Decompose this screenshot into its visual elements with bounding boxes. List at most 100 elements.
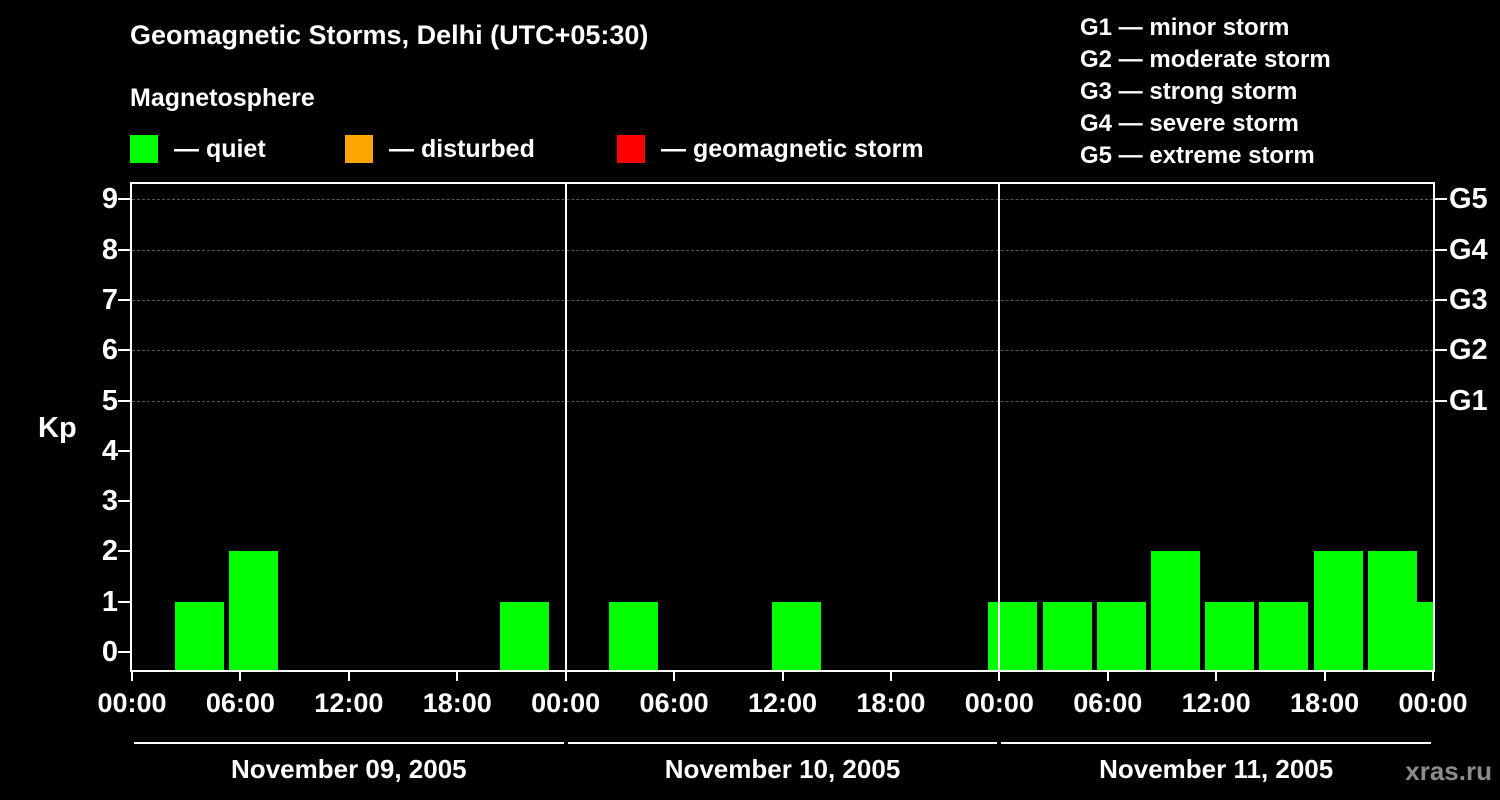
day-bracket <box>1001 742 1431 744</box>
kp-bar <box>500 601 550 670</box>
xtick-mark <box>1432 672 1434 681</box>
ytick-label-1: 1 <box>101 585 118 618</box>
quiet-label: — quiet <box>174 134 266 163</box>
xtick-mark <box>781 672 784 681</box>
g-label-g5: G5 <box>1449 183 1488 216</box>
g3-legend-line: G3 — strong storm <box>1080 78 1298 105</box>
xtick-label: 00:00 <box>964 688 1034 718</box>
kp-bar <box>1096 601 1146 670</box>
g-tick-mark <box>1435 298 1447 301</box>
xtick-label: 06:00 <box>639 688 709 718</box>
xtick-mark <box>889 672 892 681</box>
kp-bar <box>1150 551 1200 670</box>
ytick-label-4: 4 <box>101 434 118 467</box>
page-title: Geomagnetic Storms, Delhi (UTC+05:30) <box>130 20 649 50</box>
xtick-mark <box>347 672 350 681</box>
ytick-label-2: 2 <box>101 535 118 568</box>
y-axis-title: Kp <box>38 412 77 444</box>
ytick-label-5: 5 <box>101 384 118 417</box>
magnetosphere-label: Magnetosphere <box>130 84 315 112</box>
ytick-mark <box>118 651 130 653</box>
day-bracket <box>567 742 998 744</box>
g-tick-mark <box>1435 198 1447 201</box>
gridline-kp8 <box>132 249 1433 251</box>
g1-legend-line: G1 — minor storm <box>1080 14 1290 41</box>
xtick-label: 12:00 <box>747 688 818 718</box>
g-tick-mark <box>1435 399 1447 402</box>
xtick-mark <box>239 672 242 681</box>
ytick-mark <box>118 600 130 603</box>
date-label: November 11, 2005 <box>1099 754 1334 784</box>
kp-bar <box>1313 551 1363 670</box>
kp-bar <box>1259 601 1309 670</box>
ytick-label-8: 8 <box>101 233 118 266</box>
storm-label: — geomagnetic storm <box>661 134 924 163</box>
g-label-g2: G2 <box>1449 334 1488 367</box>
watermark: xras.ru <box>1405 756 1492 786</box>
date-label: November 10, 2005 <box>664 754 901 784</box>
g-label-g4: G4 <box>1449 233 1488 266</box>
gridline-kp6 <box>132 350 1433 352</box>
ytick-mark <box>118 198 130 201</box>
kp-bar <box>1367 551 1417 670</box>
kp-bar <box>229 551 279 670</box>
day-separator <box>564 184 567 670</box>
g-scale-legend: G1 — minor storm G2 — moderate storm G3 … <box>1080 12 1331 172</box>
gridline-kp9 <box>132 199 1433 201</box>
xtick-mark <box>456 672 459 681</box>
xtick-mark <box>673 672 676 681</box>
xtick-label: 18:00 <box>422 688 492 718</box>
quiet-color-swatch <box>130 135 158 163</box>
kp-bar <box>175 601 225 670</box>
xtick-label: 18:00 <box>1290 688 1360 718</box>
xtick-mark <box>1106 672 1109 681</box>
plot-area <box>130 182 1435 672</box>
xtick-label: 12:00 <box>314 688 384 718</box>
xtick-label: 06:00 <box>1073 688 1143 718</box>
kp-bar-clipped <box>1413 601 1433 670</box>
xtick-mark <box>1215 672 1218 681</box>
ytick-mark <box>118 349 130 352</box>
ytick-mark <box>118 248 130 251</box>
disturbed-label: — disturbed <box>389 134 535 163</box>
legend-item-disturbed: — disturbed <box>345 134 535 164</box>
ytick-label-0: 0 <box>101 636 118 668</box>
ytick-label-6: 6 <box>101 334 118 367</box>
kp-bar <box>771 601 821 670</box>
kp-bar <box>1205 601 1255 670</box>
ytick-mark <box>118 500 130 503</box>
ytick-mark <box>118 298 130 301</box>
gridline-kp5 <box>132 400 1433 402</box>
day-separator <box>998 184 1001 670</box>
ytick-label-9: 9 <box>101 183 118 216</box>
g-tick-mark <box>1435 349 1447 352</box>
xtick-label: 12:00 <box>1181 688 1251 718</box>
g2-legend-line: G2 — moderate storm <box>1080 46 1331 73</box>
xtick-label: 06:00 <box>205 688 275 718</box>
ytick-mark <box>118 550 130 553</box>
g4-legend-line: G4 — severe storm <box>1080 110 1299 137</box>
kp-bar <box>1042 601 1092 670</box>
day-bracket <box>134 742 564 744</box>
xtick-label: 00:00 <box>1398 688 1468 718</box>
legend-item-storm: — geomagnetic storm <box>617 134 924 164</box>
ytick-mark <box>118 399 130 402</box>
ytick-label-7: 7 <box>101 283 118 316</box>
legend-item-quiet: — quiet <box>130 134 266 164</box>
xtick-label: 00:00 <box>531 688 601 718</box>
xtick-mark <box>564 672 567 681</box>
xtick-label: 18:00 <box>856 688 926 718</box>
ytick-mark <box>118 449 130 452</box>
g-label-g1: G1 <box>1449 384 1488 417</box>
g-label-g3: G3 <box>1449 283 1488 316</box>
g5-legend-line: G5 — extreme storm <box>1080 142 1315 169</box>
date-label: November 09, 2005 <box>231 754 467 784</box>
storm-color-swatch <box>617 135 645 163</box>
gridline-kp7 <box>132 299 1433 301</box>
g-tick-mark <box>1435 248 1447 251</box>
disturbed-color-swatch <box>345 135 373 163</box>
ytick-label-3: 3 <box>101 485 118 518</box>
xtick-mark <box>131 672 133 681</box>
xtick-mark <box>1323 672 1326 681</box>
